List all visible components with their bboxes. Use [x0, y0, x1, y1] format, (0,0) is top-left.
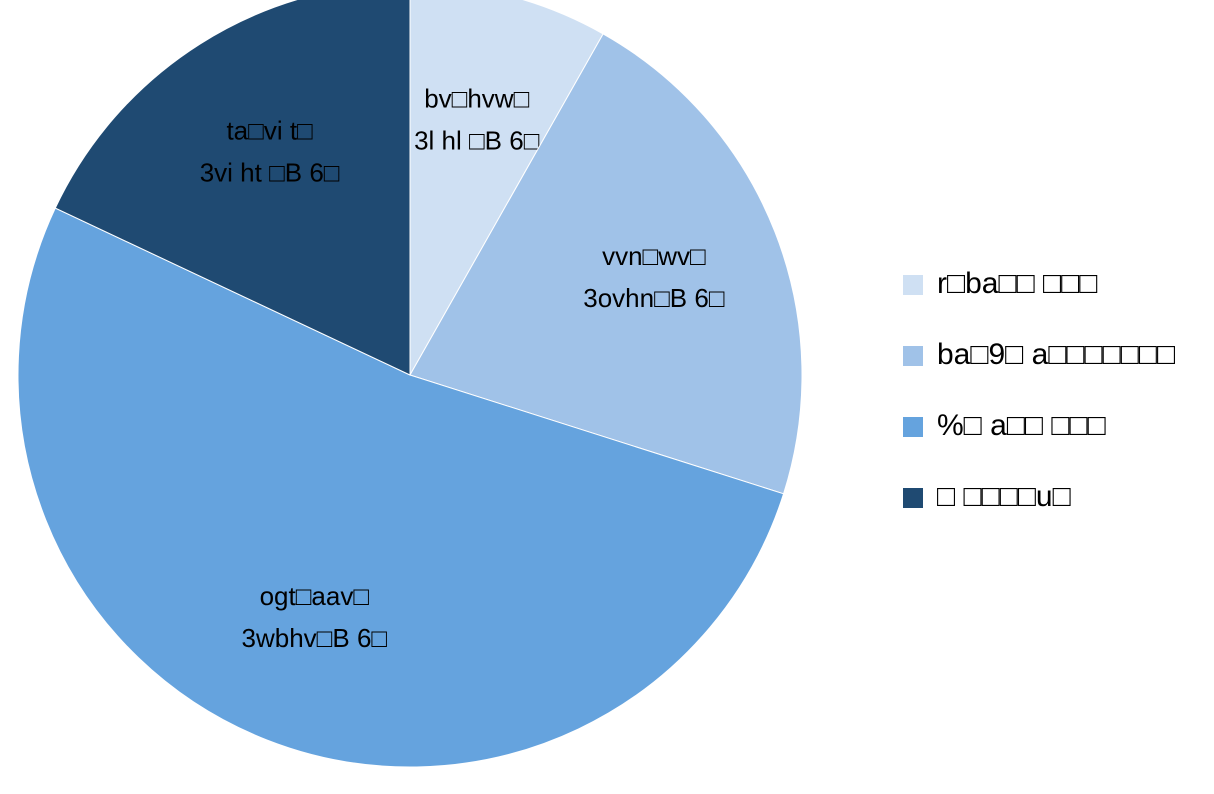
legend-swatch	[903, 417, 923, 437]
data-label: 3vi ht □B 6□	[200, 158, 340, 188]
pie-slice	[409, 0, 604, 377]
data-label: vvn□wv□	[602, 241, 706, 271]
legend-label: ba□9□ a□□□□□□□	[937, 338, 1176, 371]
data-label: 3l hl □B 6□	[414, 126, 540, 156]
legend-label: %□ a□□ □□□	[937, 409, 1107, 442]
legend-label: □ □□□□u□	[937, 480, 1072, 513]
legend-swatch	[903, 346, 923, 366]
data-label: ogt□aav□	[260, 581, 370, 611]
pie-slice	[54, 0, 411, 376]
data-label: ta□vi t□	[226, 116, 313, 146]
pie-slice	[409, 33, 803, 495]
legend-swatch	[903, 488, 923, 508]
data-label: 3ovhn□B 6□	[583, 283, 725, 313]
data-label: bv□hvw□	[424, 84, 529, 114]
legend-swatch	[903, 275, 923, 295]
data-label: 3wbhv□B 6□	[242, 623, 388, 653]
pie-slice	[17, 207, 785, 768]
legend-label: r□ba□□ □□□	[937, 267, 1098, 300]
